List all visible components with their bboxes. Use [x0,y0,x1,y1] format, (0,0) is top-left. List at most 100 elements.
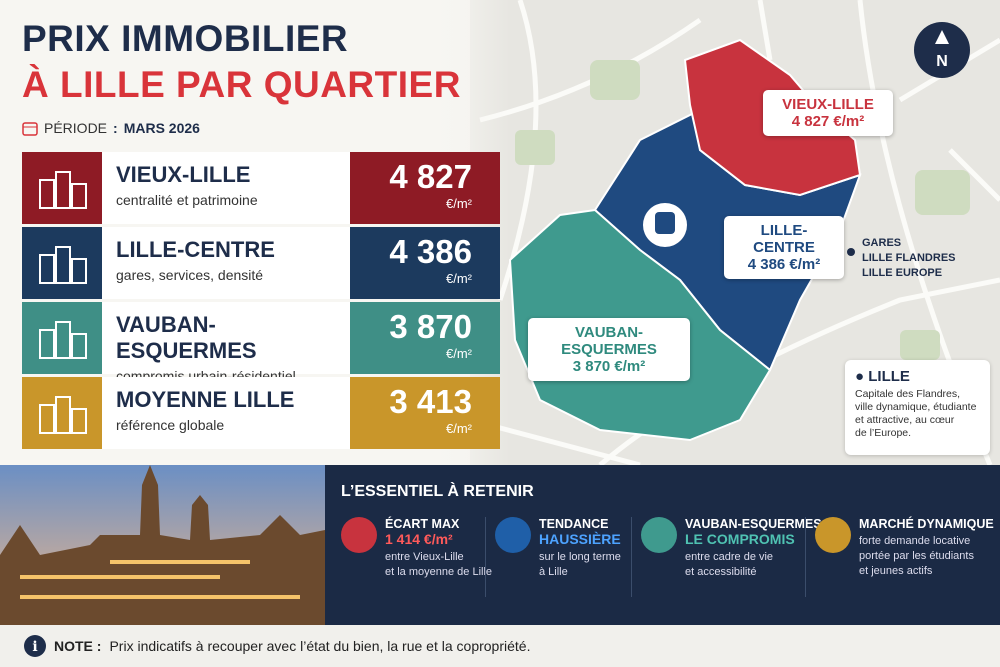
row-price: 3 870 €/m² [350,302,500,374]
station-text: LILLE EUROPE [862,267,943,279]
row-label: MOYENNE LILLE référence globale [102,377,350,449]
north-arrow [935,30,949,44]
item-title: MARCHÉ DYNAMIQUE [859,517,994,531]
title-line-2: À LILLE PAR QUARTIER [22,64,461,105]
row-icon [22,302,102,374]
windows [20,560,300,599]
row-description: centralité et patrimoine [116,192,258,208]
item-description: entre Vieux-Lille et la moyenne de Lille [385,550,492,580]
map-label: VIEUX-LILLE 4 827 €/m² [763,90,893,136]
row-name: LILLE-CENTRE [116,237,275,262]
map-label-price: 4 386 €/m² [747,256,821,273]
row-description: gares, services, densité [116,267,264,283]
item-title: TENDANCE [539,517,609,531]
item-highlight: HAUSSIÈRE [539,531,621,547]
item-text: ÉCART MAX 1 414 €/m² entre Vieux-Lille et l… [385,517,492,580]
item-highlight: 1 414 €/m² [385,531,453,547]
city-name-text: LILLE [868,368,910,385]
price-unit: €/m² [446,421,472,436]
item-title: VAUBAN-ESQUERMES [685,517,822,531]
price-row: VAUBAN-ESQUERMES compromis urbain-résiden… [22,302,500,384]
price-unit: €/m² [446,271,472,286]
price-row: MOYENNE LILLE référence globale 3 413 €/m² [22,377,500,449]
item-icon [341,517,377,553]
item-icon [815,517,851,553]
svg-text:i: i [32,639,37,655]
row-label: VAUBAN-ESQUERMES compromis urbain-résiden… [102,302,350,384]
note: i NOTE : Prix indicatifs à recouper avec … [0,625,1000,667]
map-label-name: VIEUX-LILLE [782,96,874,113]
row-icon-drawing [39,396,87,434]
essential-item: VAUBAN-ESQUERMES LE COMPROMIS entre cadre … [641,517,822,580]
item-description: entre cadre de vie et accessibilité [685,550,822,580]
note-label: NOTE : [54,638,102,654]
left-panel: PRIX IMMOBILIER À LILLE PAR QUARTIER PÉR… [0,0,510,465]
essentials: L’ESSENTIEL À RETENIR ÉCART MAX 1 414 €/m… [325,465,1000,625]
essential-item: ÉCART MAX 1 414 €/m² entre Vieux-Lille et l… [341,517,492,580]
essential-item: TENDANCE HAUSSIÈRE sur le long terme à Lill… [495,517,621,580]
map-label-name: VAUBAN-ESQUERMES [561,324,657,358]
city-line: Capitale des Flandres, [855,388,961,400]
period: PÉRIODE: MARS 2026 [22,120,200,136]
row-price: 4 386 €/m² [350,227,500,299]
train-icon-body [655,212,675,234]
city-line: et attractive, au cœur [855,414,955,426]
north-label: N [936,53,948,70]
city-line: de l’Europe. [855,427,912,439]
item-line: à Lille [539,566,568,578]
separator [805,517,806,597]
row-icon [22,152,102,224]
row-icon-drawing [39,171,87,209]
station-dot [847,248,855,256]
map-label-price: 3 870 €/m² [572,358,646,375]
map-label-name: LILLE-CENTRE [753,222,815,256]
period-value: MARS 2026 [123,120,200,136]
city-description: Capitale des Flandres, ville dynamique, … [855,388,980,440]
price-value: 4 386 [389,233,472,270]
item-icon [641,517,677,553]
period-sep: : [113,120,118,136]
separator [485,517,486,597]
row-icon [22,227,102,299]
item-text: TENDANCE HAUSSIÈRE sur le long terme à Lill… [539,517,621,580]
item-highlight: LE COMPROMIS [685,531,795,547]
station-text: GARES [862,237,902,249]
item-line: sur le long terme [539,551,621,563]
row-label: LILLE-CENTRE gares, services, densité [102,227,350,299]
separator [631,517,632,597]
city-name: ● LILLE [855,368,980,385]
row-icon-drawing [39,246,87,284]
row-icon-drawing [39,321,87,359]
item-title: ÉCART MAX [385,517,460,531]
row-price: 4 827 €/m² [350,152,500,224]
price-value: 3 870 [389,308,472,345]
pin: ● [855,368,869,385]
item-line: et la moyenne de Lille [385,566,493,578]
item-line: et accessibilité [685,566,757,578]
photo [0,465,325,625]
city-line: ville dynamique, étudiante [855,401,977,413]
essential-item: MARCHÉ DYNAMIQUE forte demande locative po… [815,517,994,579]
price-row: LILLE-CENTRE gares, services, densité 4 38… [22,227,500,299]
item-description: forte demande locative portée par les étu… [859,534,994,579]
item-line: forte demande locative [859,535,971,547]
price-row: VIEUX-LILLE centralité et patrimoine 4 827… [22,152,500,224]
item-description: sur le long terme à Lille [539,550,621,580]
parks [515,60,970,360]
building [0,465,325,625]
city-box: ● LILLE Capitale des Flandres, ville dyn… [845,360,990,455]
item-text: VAUBAN-ESQUERMES LE COMPROMIS entre cadre … [685,517,822,580]
map-label: VAUBAN-ESQUERMES 3 870 €/m² [528,318,690,381]
calendar-icon [22,122,38,136]
essentials-title: L’ESSENTIEL À RETENIR [341,483,534,500]
map-label-price: 4 827 €/m² [791,113,865,130]
item-line: et jeunes actifs [859,565,933,577]
item-line: entre Vieux-Lille [385,551,464,563]
row-description: référence globale [116,417,225,433]
row-name: VAUBAN-ESQUERMES [116,312,257,363]
item-line: portée par les étudiants [859,550,974,562]
item-icon [495,517,531,553]
row-name: VIEUX-LILLE [116,162,251,187]
station-text: LILLE FLANDRES [862,252,956,264]
